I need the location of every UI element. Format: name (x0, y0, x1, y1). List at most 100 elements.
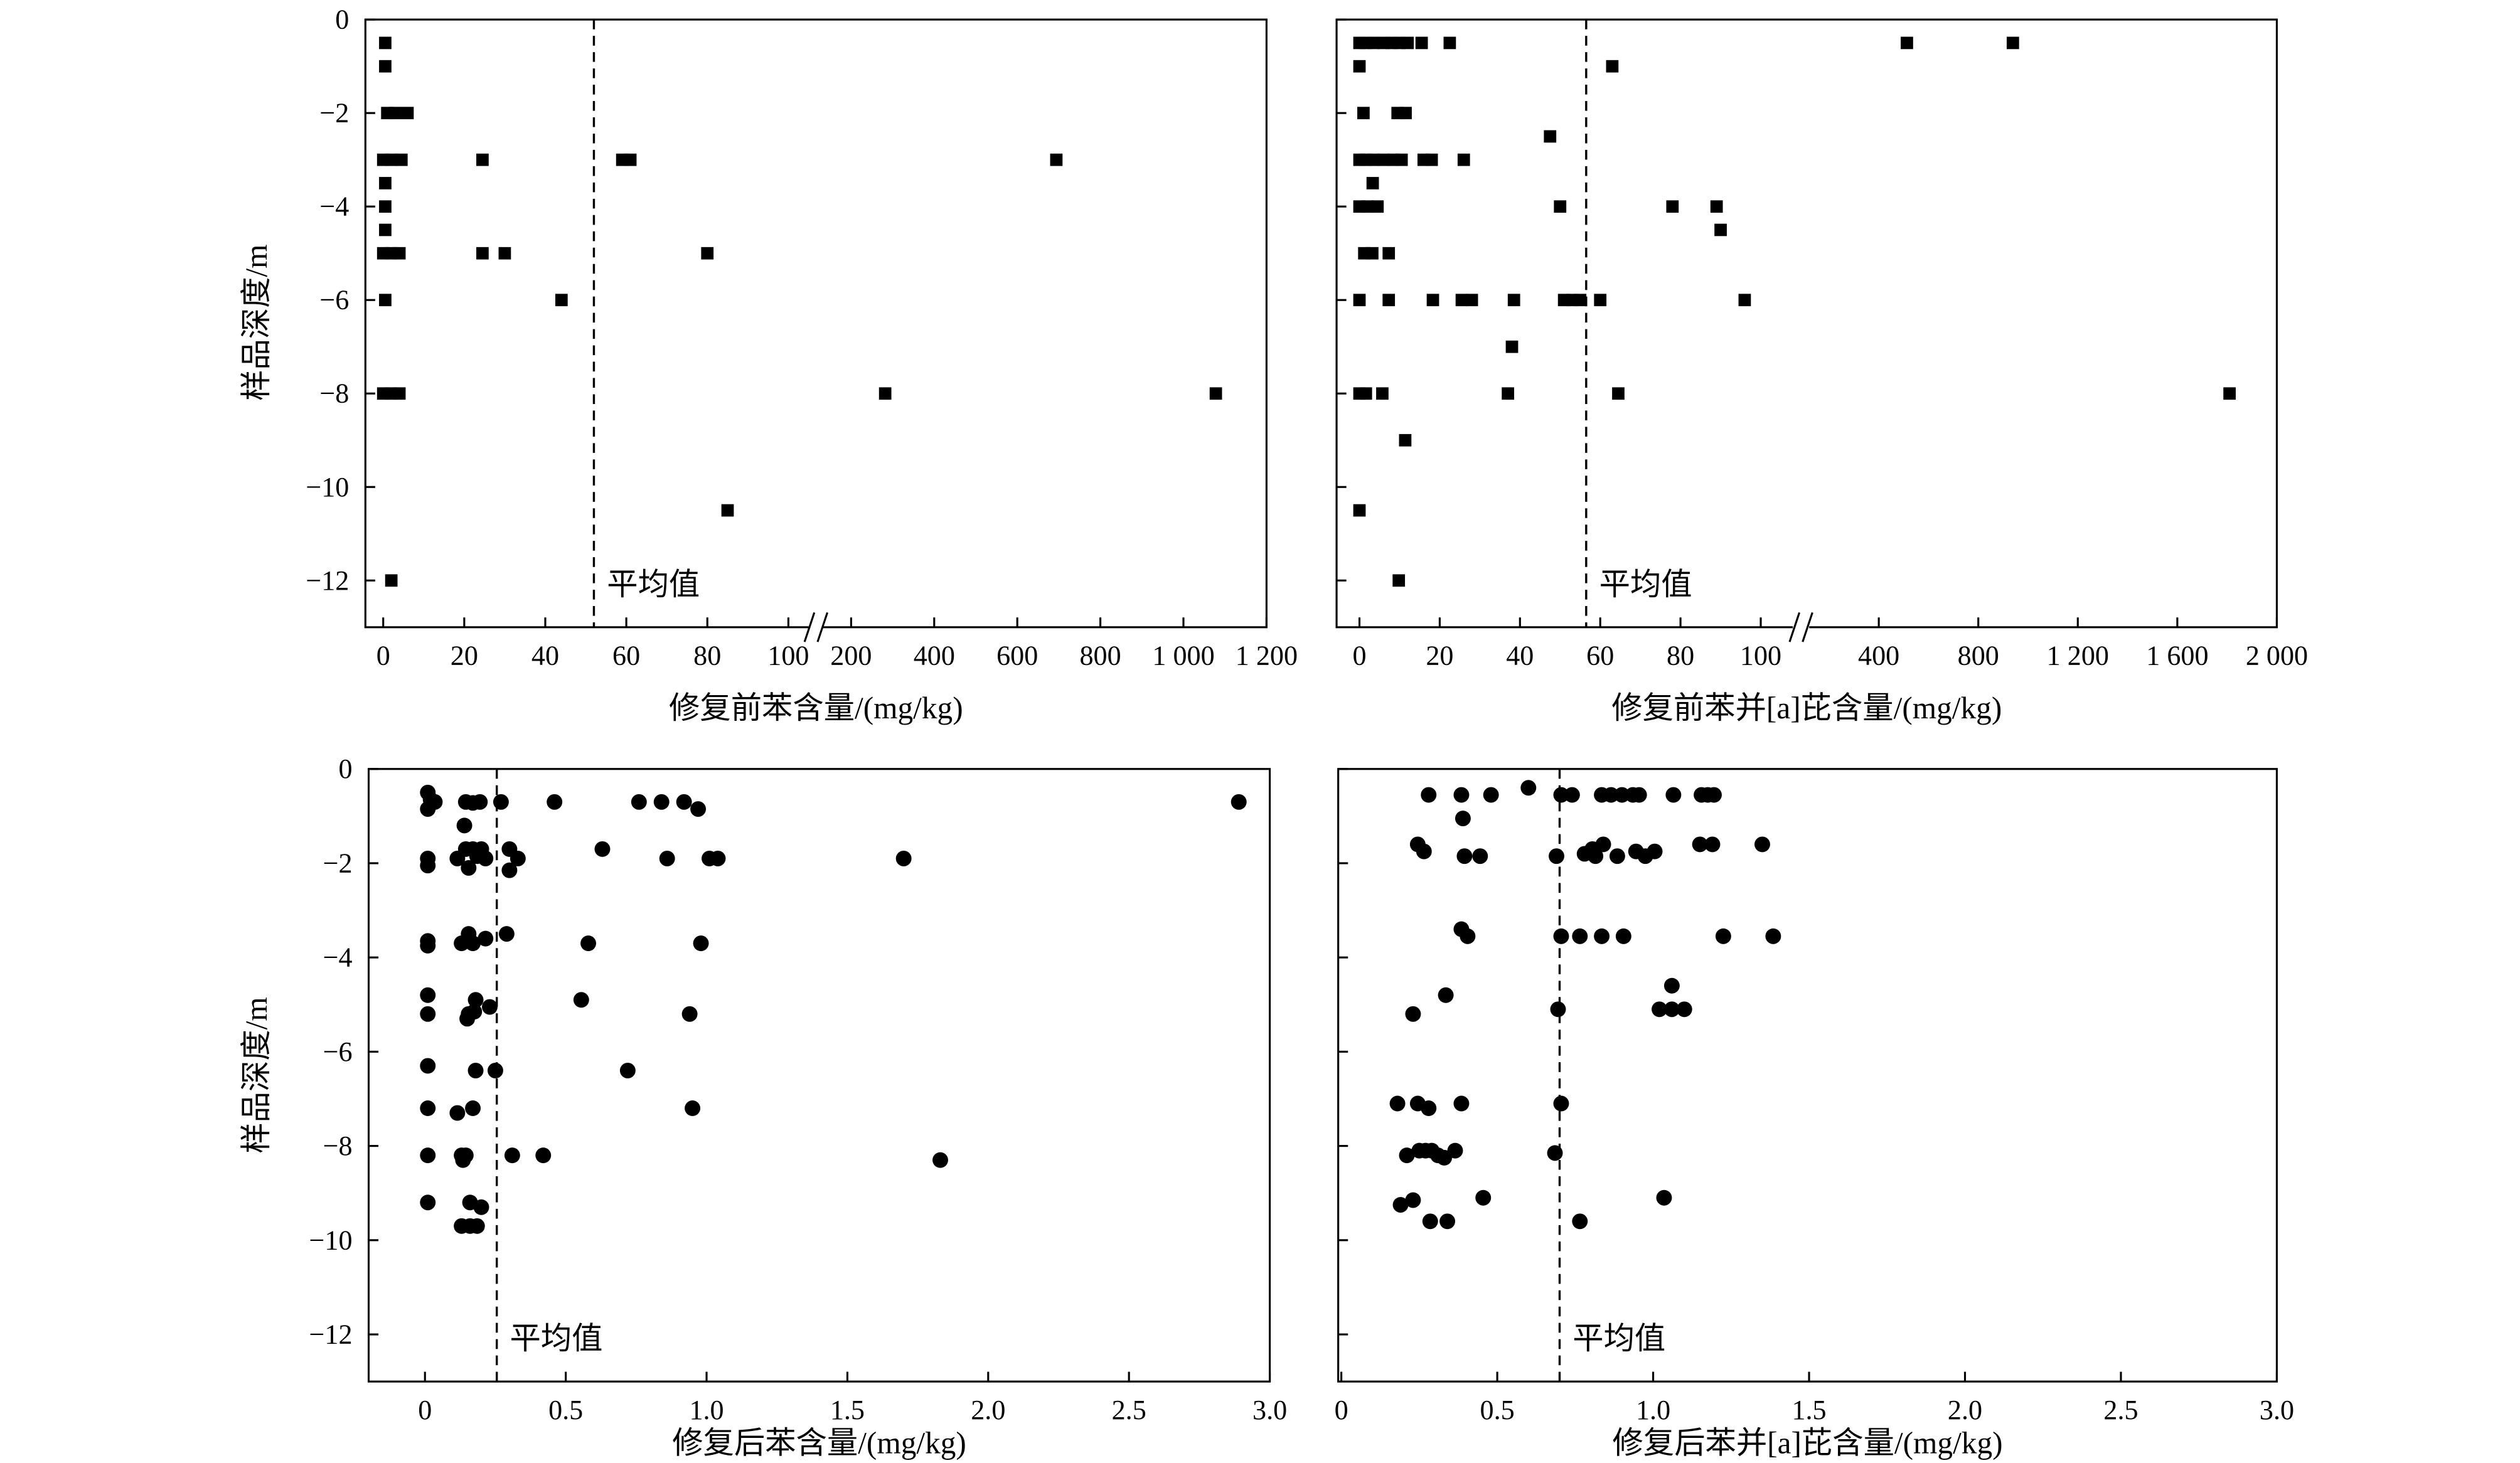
data-point (379, 223, 392, 237)
data-point (1399, 107, 1412, 120)
x-axis-label: 修复后苯含量/(mg/kg) (672, 1425, 966, 1460)
data-point (469, 1218, 485, 1234)
x-tick-label: 1.0 (1636, 1395, 1670, 1425)
x-tick-label: 1.5 (830, 1395, 865, 1425)
data-point (478, 930, 494, 947)
data-point (393, 247, 406, 260)
data-point (1426, 294, 1439, 307)
data-point (510, 850, 526, 866)
x-tick-label: 40 (1506, 641, 1534, 671)
data-point (1715, 928, 1731, 944)
data-point (1615, 928, 1631, 944)
y-tick-label: −10 (306, 472, 349, 503)
data-point (1361, 200, 1374, 213)
data-point (710, 850, 726, 866)
data-point (379, 177, 392, 189)
data-point (1765, 928, 1781, 944)
data-point (501, 862, 518, 878)
x-tick-label: 800 (1958, 641, 1999, 671)
axis-break-mark (1788, 612, 1813, 642)
data-point (1421, 1100, 1437, 1116)
data-point (676, 794, 692, 810)
data-point (1631, 787, 1647, 803)
data-point (1595, 836, 1611, 853)
data-point (454, 935, 470, 952)
data-point (1395, 153, 1408, 166)
y-tick-label: −12 (306, 565, 349, 596)
x-tick-label: 40 (531, 641, 559, 671)
x-tick-label: 600 (996, 641, 1038, 671)
data-point (1209, 387, 1222, 400)
data-point (1371, 200, 1384, 213)
data-point (1606, 60, 1619, 73)
data-point (379, 294, 392, 307)
data-point (555, 294, 568, 307)
data-point (1502, 387, 1514, 400)
x-tick-label: 80 (1667, 641, 1694, 671)
data-point (420, 1147, 436, 1164)
data-point (1553, 928, 1569, 944)
x-tick-label: 800 (1079, 641, 1121, 671)
data-point (1507, 294, 1520, 307)
data-point (1399, 434, 1412, 447)
x-tick-label: 60 (612, 641, 640, 671)
data-point (1399, 1147, 1415, 1164)
mean-label: 平均值 (1572, 1321, 1665, 1356)
data-point (1439, 1213, 1456, 1230)
data-point (580, 935, 597, 952)
y-tick-label: −10 (309, 1225, 353, 1255)
data-point (1465, 294, 1478, 307)
x-tick-label: 1.0 (689, 1395, 723, 1425)
data-point (467, 992, 484, 1008)
data-point (465, 935, 481, 952)
data-point (476, 153, 489, 166)
x-tick-label: 3.0 (2260, 1395, 2294, 1425)
data-point (1553, 1095, 1569, 1112)
data-point (1421, 787, 1437, 803)
data-point (1666, 200, 1679, 213)
data-point (1901, 36, 1913, 50)
data-point (1665, 787, 1682, 803)
y-tick-label: −8 (323, 1130, 353, 1161)
data-point (2006, 36, 2019, 50)
data-point (1594, 928, 1610, 944)
data-point (721, 504, 734, 517)
data-point (701, 247, 714, 260)
data-point (395, 153, 408, 166)
data-point (1353, 294, 1366, 307)
data-point (1647, 843, 1663, 859)
mean-label: 平均值 (510, 1321, 602, 1356)
data-point (659, 850, 675, 866)
data-point (456, 817, 472, 834)
plot-frame (364, 18, 1268, 629)
plot-frame (367, 768, 1271, 1383)
x-tick-label: 0 (376, 641, 390, 671)
data-point (1544, 130, 1557, 143)
x-tick-label: 2.5 (2103, 1395, 2138, 1425)
y-tick-label: −2 (323, 848, 353, 878)
data-point (1455, 811, 1471, 827)
x-tick-label: 80 (693, 641, 721, 671)
data-point (1453, 1095, 1470, 1112)
data-point (449, 1105, 466, 1121)
data-point (1588, 848, 1604, 864)
data-point (1436, 1149, 1453, 1166)
data-point (1457, 153, 1470, 166)
x-tick-label: 0 (1352, 641, 1366, 671)
data-point (1415, 36, 1428, 50)
data-point (379, 200, 392, 213)
x-axis-label: 修复后苯并[a]芘含量/(mg/kg) (1613, 1425, 2003, 1460)
data-point (498, 247, 511, 260)
data-point (393, 387, 406, 400)
data-point (1382, 294, 1396, 307)
x-tick-label: 20 (451, 641, 478, 671)
data-point (1475, 1189, 1492, 1206)
data-point (461, 859, 477, 876)
data-point (1614, 787, 1630, 803)
data-point (487, 1062, 503, 1078)
x-tick-label: 100 (1740, 641, 1781, 671)
data-point (420, 937, 436, 954)
data-point (1612, 387, 1625, 400)
x-tick-label: 1 200 (2047, 641, 2109, 671)
